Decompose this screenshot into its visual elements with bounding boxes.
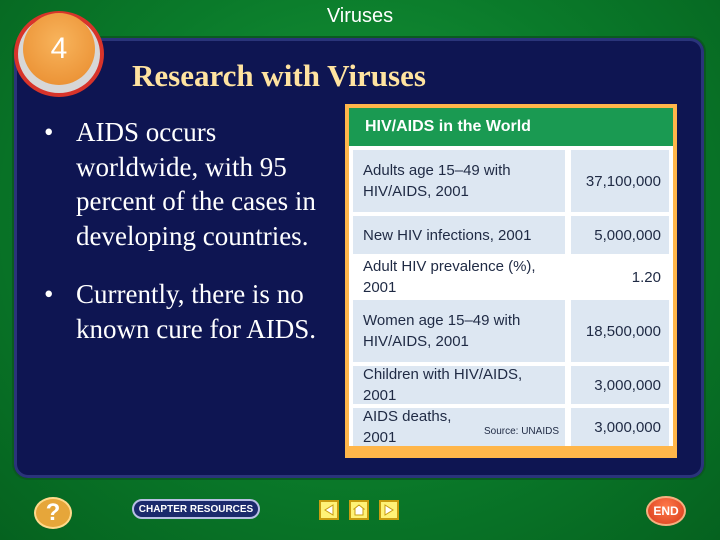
hiv-aids-table: HIV/AIDS in the World Adults age 15–49 w… xyxy=(345,104,677,458)
row-value: 1.20 xyxy=(571,258,669,296)
row-value: 3,000,000 xyxy=(571,366,669,404)
bullet-item: • Currently, there is no known cure for … xyxy=(40,277,340,346)
row-label: Children with HIV/AIDS, 2001 xyxy=(353,366,565,404)
bullet-dot: • xyxy=(44,279,54,309)
row-label: Adult HIV prevalence (%), 2001 xyxy=(353,258,565,296)
home-button[interactable] xyxy=(349,500,369,520)
chapter-resources-button[interactable]: CHAPTER RESOURCES xyxy=(132,499,260,519)
table-row: AIDS deaths, 2001 Source: UNAIDS 3,000,0… xyxy=(353,408,669,446)
slide-heading: Research with Viruses xyxy=(132,58,426,93)
table-row: Children with HIV/AIDS, 2001 3,000,000 xyxy=(353,366,669,404)
table-row: Women age 15–49 with HIV/AIDS, 2001 18,5… xyxy=(353,300,669,362)
bullet-text: AIDS occurs worldwide, with 95 percent o… xyxy=(76,117,316,251)
bullet-item: • AIDS occurs worldwide, with 95 percent… xyxy=(40,115,340,253)
section-badge: 4 xyxy=(14,11,104,97)
row-label: Women age 15–49 with HIV/AIDS, 2001 xyxy=(353,300,565,362)
row-label: AIDS deaths, 2001 xyxy=(363,408,452,446)
end-button[interactable]: END xyxy=(646,496,686,526)
next-button[interactable] xyxy=(379,500,399,520)
row-value: 3,000,000 xyxy=(571,408,669,446)
home-icon xyxy=(353,504,365,516)
table-row: Adults age 15–49 with HIV/AIDS, 2001 37,… xyxy=(353,150,669,212)
row-label-with-source: AIDS deaths, 2001 Source: UNAIDS xyxy=(353,408,565,446)
question-icon: ? xyxy=(45,499,61,526)
row-value: 37,100,000 xyxy=(571,150,669,212)
help-button[interactable]: ? xyxy=(34,497,72,529)
previous-button[interactable] xyxy=(319,500,339,520)
table-title: HIV/AIDS in the World xyxy=(349,108,673,146)
bullet-list: • AIDS occurs worldwide, with 95 percent… xyxy=(40,115,340,370)
table-row: New HIV infections, 2001 5,000,000 xyxy=(353,216,669,254)
window-title: Viruses xyxy=(326,5,394,27)
table-source: Source: UNAIDS xyxy=(483,426,559,437)
arrow-left-icon xyxy=(324,504,334,516)
row-label: New HIV infections, 2001 xyxy=(353,216,565,254)
table-row: Adult HIV prevalence (%), 2001 1.20 xyxy=(353,258,669,296)
section-number: 4 xyxy=(23,13,95,85)
row-label: Adults age 15–49 with HIV/AIDS, 2001 xyxy=(353,150,565,212)
bullet-dot: • xyxy=(44,117,54,147)
table-body: Adults age 15–49 with HIV/AIDS, 2001 37,… xyxy=(349,146,673,446)
arrow-right-icon xyxy=(384,504,394,516)
row-value: 5,000,000 xyxy=(571,216,669,254)
row-value: 18,500,000 xyxy=(571,300,669,362)
bullet-text: Currently, there is no known cure for AI… xyxy=(76,279,316,344)
